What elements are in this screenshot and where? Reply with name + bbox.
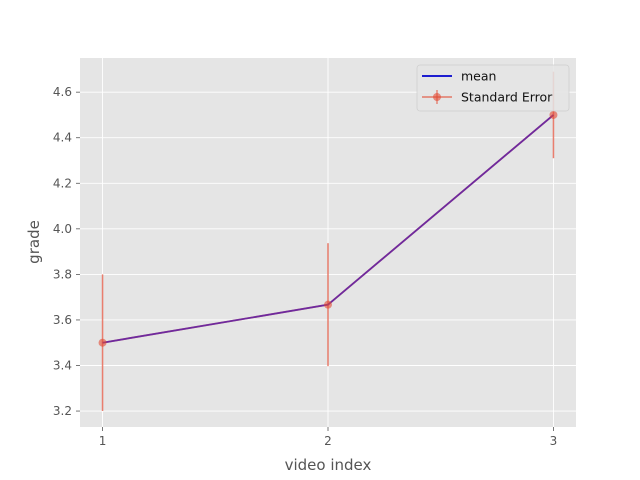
legend: mean Standard Error	[416, 64, 570, 112]
x-axis-label: video index	[285, 456, 372, 474]
legend-box	[416, 64, 570, 112]
standard-error-point	[549, 110, 558, 119]
series-markers	[98, 110, 558, 347]
x-tick-label: 2	[324, 434, 332, 448]
y-tick-label: 3.8	[53, 267, 72, 281]
y-tick-label: 4.6	[53, 85, 72, 99]
y-tick-label: 3.4	[53, 359, 72, 373]
y-tick-label: 4.0	[53, 222, 72, 236]
standard-error-point	[98, 338, 107, 347]
y-axis-label: grade	[25, 220, 43, 264]
y-tick-label: 4.4	[53, 131, 72, 145]
legend-standard-error-label: Standard Error	[461, 90, 553, 105]
standard-error-point	[324, 300, 332, 309]
x-tick-label: 3	[550, 434, 558, 448]
y-tick-label: 4.2	[53, 176, 72, 190]
x-axis-ticks: 1 2 3	[99, 427, 558, 448]
legend-standard-error-marker	[433, 93, 441, 101]
y-tick-label: 3.2	[53, 404, 72, 418]
y-axis-ticks: 3.2 3.4 3.6 3.8 4.0 4.2 4.4 4.6	[53, 85, 80, 418]
x-tick-label: 1	[99, 434, 107, 448]
y-tick-label: 3.6	[53, 313, 72, 327]
legend-mean-label: mean	[461, 69, 496, 84]
